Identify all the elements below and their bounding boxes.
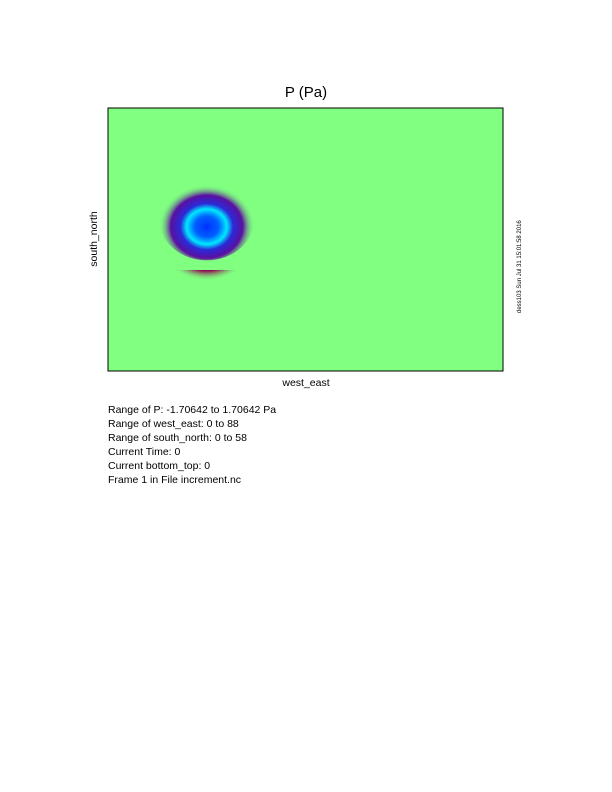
info-range-west-east: Range of west_east: 0 to 88 <box>108 418 239 430</box>
x-axis-label: west_east <box>281 377 329 389</box>
info-frame: Frame 1 in File increment.nc <box>108 474 242 486</box>
y-axis-label: south_north <box>88 211 100 267</box>
pressure-minimum-blob <box>158 176 255 261</box>
info-range-south-north: Range of south_north: 0 to 58 <box>108 432 247 444</box>
info-range-p: Range of P: -1.70642 to 1.70642 Pa <box>108 404 277 416</box>
timestamp-stamp: dess103 Sun Jul 31 15:01:58 2016 <box>517 220 523 313</box>
info-current-time: Current Time: 0 <box>108 446 181 458</box>
heatmap-features <box>158 176 255 294</box>
info-panel: Range of P: -1.70642 to 1.70642 Pa Range… <box>108 403 276 487</box>
chart-title: P (Pa) <box>285 84 327 101</box>
plot-frame <box>107 107 504 372</box>
pressure-maximum-blob <box>163 270 250 294</box>
info-current-bottom-top: Current bottom_top: 0 <box>108 460 211 472</box>
